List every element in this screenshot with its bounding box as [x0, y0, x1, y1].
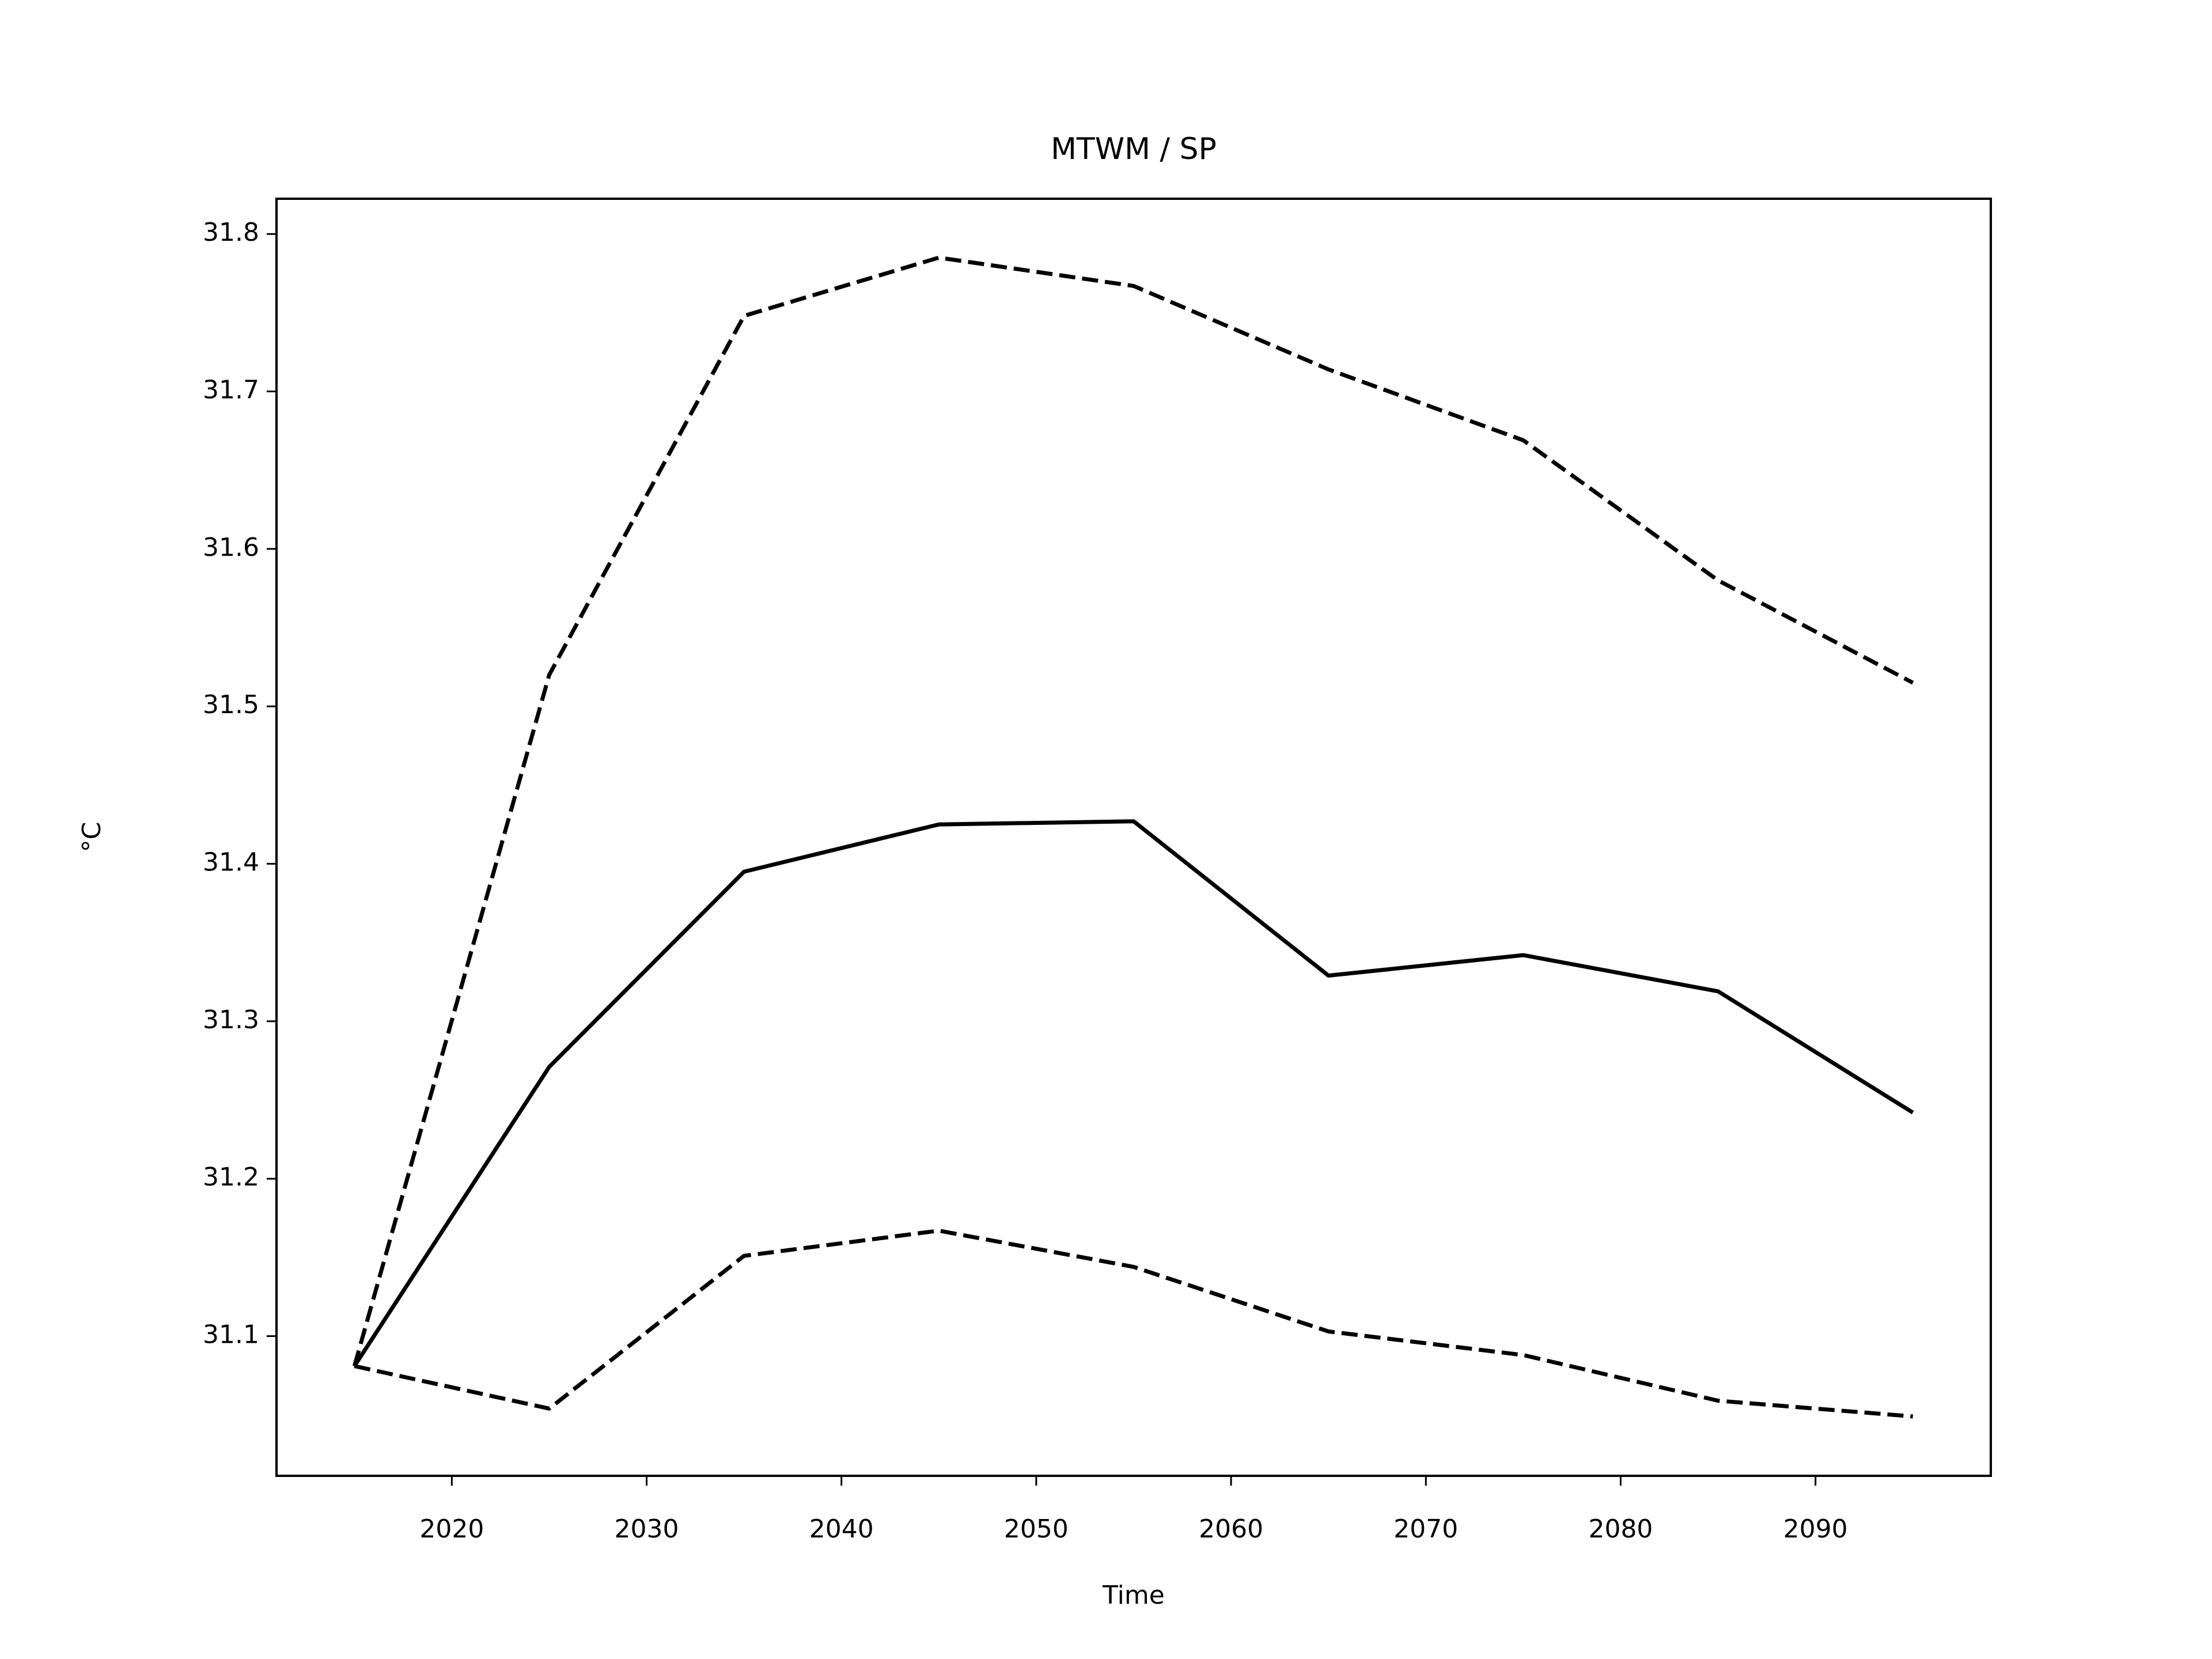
y-tick-label: 31.4	[203, 848, 259, 877]
line-series	[354, 1228, 1914, 1419]
y-tick-label: 31.3	[203, 1005, 259, 1035]
y-tick-label: 31.6	[203, 533, 259, 562]
y-tick-label: 31.1	[203, 1320, 259, 1350]
x-tick-label: 2030	[615, 1514, 679, 1544]
y-tick-label: 31.8	[203, 218, 259, 247]
y-tick-label: 31.5	[203, 690, 259, 719]
x-tick-label: 2020	[419, 1514, 484, 1544]
y-tick-label: 31.2	[203, 1162, 259, 1192]
line-series	[352, 255, 1914, 1367]
line-series	[353, 819, 1914, 1368]
x-tick-label: 2090	[1783, 1514, 1848, 1544]
y-tick-label: 31.7	[203, 376, 259, 405]
x-axis-label: Time	[1102, 1581, 1165, 1610]
x-tick-label: 2040	[809, 1514, 874, 1544]
chart-title: MTWM / SP	[1051, 132, 1217, 166]
x-tick-label: 2050	[1004, 1514, 1069, 1544]
x-tick-label: 2080	[1588, 1514, 1653, 1544]
plot-frame	[275, 198, 1992, 1477]
x-tick-label: 2060	[1199, 1514, 1263, 1544]
y-axis-label: °C	[77, 822, 107, 853]
x-tick-label: 2070	[1393, 1514, 1458, 1544]
